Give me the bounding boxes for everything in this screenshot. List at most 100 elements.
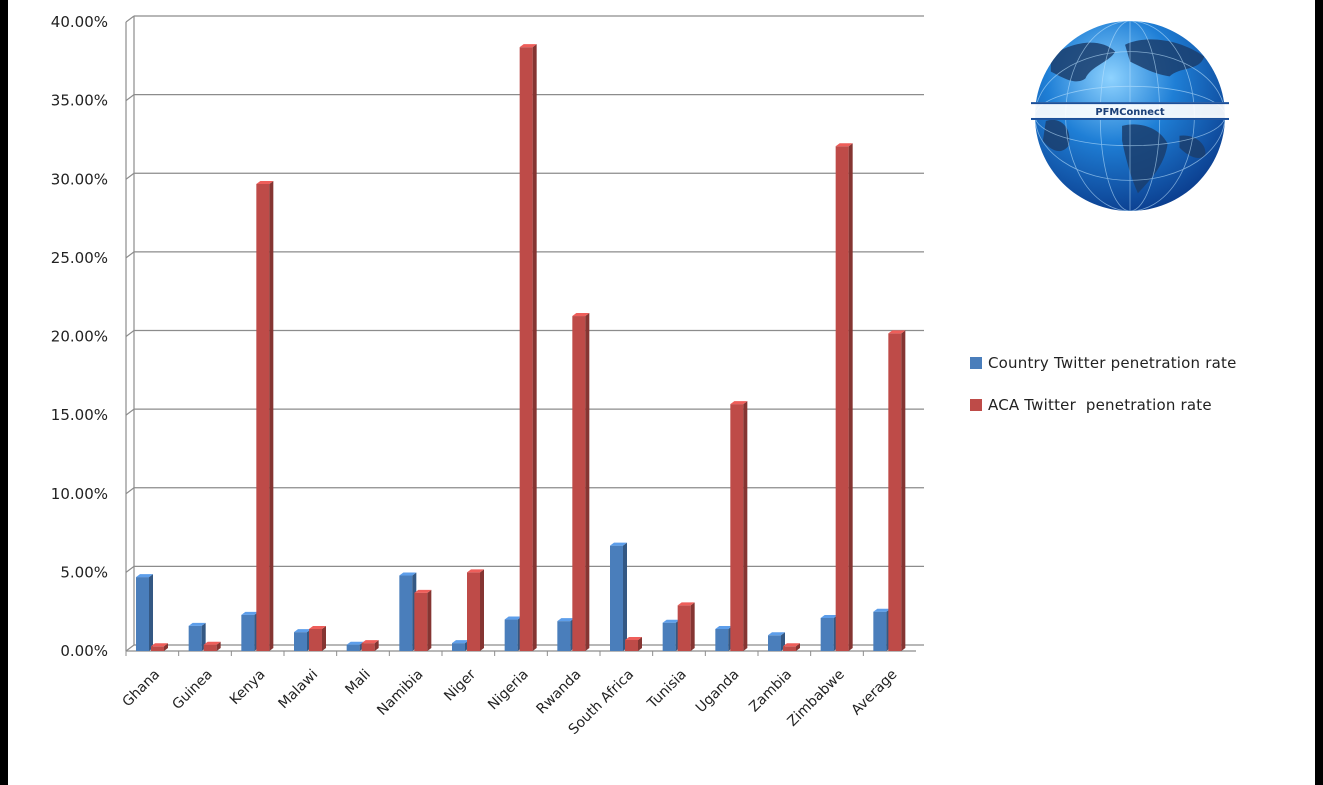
bar-top xyxy=(241,611,259,615)
bar-front xyxy=(625,639,638,651)
bar-front xyxy=(136,577,149,651)
bar-front xyxy=(188,625,202,651)
gridline-depth xyxy=(125,172,135,180)
bar-top xyxy=(294,629,311,633)
bar-aca xyxy=(519,44,537,652)
bar-top xyxy=(610,542,627,546)
x-tick-label: Uganda xyxy=(693,667,743,717)
bar-aca xyxy=(309,625,326,651)
bar-top xyxy=(835,143,853,147)
bar-top xyxy=(452,640,469,644)
logo-text: PFMConnect xyxy=(1095,107,1164,118)
legend: Country Twitter penetration rate ACA Twi… xyxy=(970,352,1237,436)
bar-front xyxy=(519,47,533,652)
bar-top xyxy=(557,618,575,622)
bar-side xyxy=(149,574,153,651)
x-tick-label: Average xyxy=(849,667,901,719)
bar-top xyxy=(414,589,432,593)
bar-top xyxy=(677,602,695,606)
bar-front xyxy=(730,404,744,651)
bar-aca xyxy=(572,313,590,651)
bar-front xyxy=(256,183,270,651)
y-tick-label: 20.00% xyxy=(51,328,108,346)
bar-top xyxy=(151,643,168,647)
bar-front xyxy=(888,333,902,651)
bar-top xyxy=(256,180,274,184)
y-tick-label: 15.00% xyxy=(51,406,108,424)
x-axis-tick-labels: Ghana Guinea Kenya Malawi Mali Namibia Niger Ni… xyxy=(119,666,900,738)
bar-top xyxy=(309,625,326,629)
legend-item-aca: ACA Twitter penetration rate xyxy=(970,394,1237,416)
bars xyxy=(136,44,906,652)
bar-top xyxy=(361,640,379,644)
bar-country xyxy=(873,608,891,651)
bar-front xyxy=(820,617,834,651)
bar-top xyxy=(346,641,364,645)
bar-aca xyxy=(677,602,695,651)
x-tick-label: Nigeria xyxy=(485,667,532,714)
gridline-depth xyxy=(125,487,135,495)
bar-aca xyxy=(467,569,484,651)
y-tick-label: 40.00% xyxy=(51,13,108,31)
x-tick-label: Malawi xyxy=(276,667,322,713)
bar-aca xyxy=(151,643,168,651)
bar-aca xyxy=(625,636,642,651)
bar-chart: 0.00% 5.00% 10.00% 15.00% 20.00% 25.00% 30.00%… xyxy=(51,13,924,738)
legend-label-country: Country Twitter penetration rate xyxy=(988,354,1237,372)
bar-side xyxy=(480,569,484,651)
bar-front xyxy=(399,575,413,651)
bar-country xyxy=(136,574,153,651)
bar-top xyxy=(820,614,838,618)
bar-front xyxy=(467,572,480,651)
bar-top xyxy=(662,619,680,623)
bar-country xyxy=(820,614,838,651)
bar-front xyxy=(452,643,465,651)
bar-aca xyxy=(835,143,853,652)
bar-front xyxy=(203,644,217,651)
y-tick-label: 25.00% xyxy=(51,249,108,267)
bar-country xyxy=(294,629,311,651)
bar-front xyxy=(768,635,781,651)
gridline-depth xyxy=(125,94,135,102)
bar-side xyxy=(216,641,221,651)
bar-aca xyxy=(888,330,906,651)
bar-top xyxy=(203,641,221,645)
bar-aca xyxy=(414,589,432,651)
bar-top xyxy=(888,330,906,334)
x-tick-label: Kenya xyxy=(227,667,269,709)
pfmconnect-globe-logo: PFMConnect xyxy=(1031,20,1229,212)
x-tick-label: Tunisia xyxy=(644,667,690,713)
bar-side xyxy=(374,640,379,651)
bar-top xyxy=(783,643,800,647)
bar-country xyxy=(610,542,627,651)
gridline-depth xyxy=(125,15,135,23)
bar-front xyxy=(241,614,255,651)
gridline-depth xyxy=(125,565,135,573)
y-tick-label: 0.00% xyxy=(60,642,108,660)
y-tick-label: 35.00% xyxy=(51,92,108,110)
bar-side xyxy=(690,602,695,651)
bar-front xyxy=(610,545,623,651)
bar-front xyxy=(504,619,518,651)
legend-swatch-country xyxy=(970,357,982,369)
bar-front xyxy=(783,646,796,651)
gridline-depth xyxy=(125,330,135,337)
bar-country xyxy=(715,625,733,651)
bar-side xyxy=(322,625,326,651)
legend-item-country: Country Twitter penetration rate xyxy=(970,352,1237,374)
bar-country xyxy=(452,640,469,651)
x-tick-label: Zambia xyxy=(746,667,795,716)
bar-top xyxy=(625,636,642,640)
bar-country xyxy=(399,572,417,651)
bar-front xyxy=(677,605,691,651)
y-tick-label: 30.00% xyxy=(51,170,108,188)
x-tick-label: Guinea xyxy=(169,667,215,713)
bar-front xyxy=(572,316,586,651)
bar-front xyxy=(294,632,307,651)
bar-country xyxy=(557,618,575,651)
bar-front xyxy=(309,628,322,651)
bar-side xyxy=(427,589,432,651)
bar-aca xyxy=(730,401,748,651)
bar-front xyxy=(414,592,428,651)
x-tick-label: Zimbabwe xyxy=(785,667,848,730)
